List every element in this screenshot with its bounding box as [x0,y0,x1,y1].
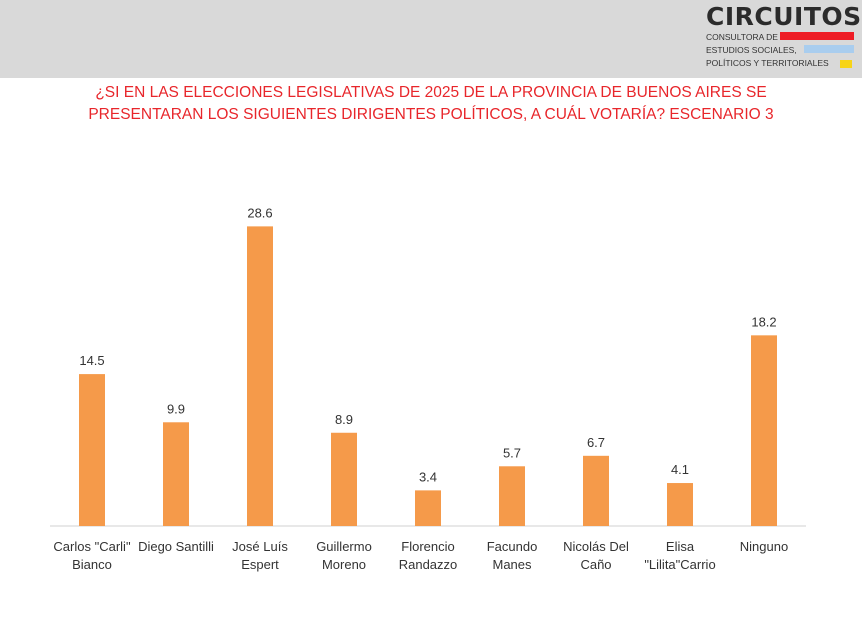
brand-logo: CIRCUITOS CONSULTORA DE ESTUDIOS SOCIALE… [706,2,861,72]
data-label-3: 8.9 [335,412,353,427]
data-label-1: 9.9 [167,401,185,416]
bar-4 [415,490,441,526]
bar-5 [499,466,525,526]
chart-title: ¿SI EN LAS ELECCIONES LEGISLATIVAS DE 20… [0,82,862,126]
data-label-7: 4.1 [671,462,689,477]
category-label-2-0: José Luís [232,539,288,554]
category-label-5-0: Facundo [487,539,538,554]
category-label-4-0: Florencio [401,539,454,554]
category-label-6-1: Caño [580,557,611,572]
brand-line-1: CONSULTORA DE [706,32,778,42]
data-label-4: 3.4 [419,469,437,484]
category-label-1-0: Diego Santilli [138,539,214,554]
data-label-8: 18.2 [751,314,776,329]
bar-6 [583,455,609,526]
category-label-7-0: Elisa [666,539,695,554]
header-band [0,0,862,78]
chart-title-line-2: PRESENTARAN LOS SIGUIENTES DIRIGENTES PO… [88,106,774,123]
bar-8 [751,335,777,526]
brand-line-3: POLÍTICOS Y TERRITORIALES [706,58,829,68]
category-label-5-1: Manes [492,557,532,572]
category-label-4-1: Randazzo [399,557,458,572]
brand-red-bar [780,32,854,40]
bar-2 [247,226,273,526]
bar-0 [79,374,105,526]
category-label-6-0: Nicolás Del [563,539,629,554]
data-label-5: 5.7 [503,445,521,460]
category-label-7-1: "Lilita"Carrio [644,557,715,572]
bar-3 [331,432,357,526]
brand-blue-bar [804,45,854,53]
category-label-8-0: Ninguno [740,539,788,554]
category-label-0-0: Carlos "Carli" [53,539,131,554]
data-label-0: 14.5 [79,353,104,368]
category-label-3-0: Guillermo [316,539,372,554]
brand-name: CIRCUITOS [706,2,862,31]
data-label-6: 6.7 [587,435,605,450]
category-label-2-1: Espert [241,557,279,572]
category-label-3-1: Moreno [322,557,366,572]
bar-1 [163,422,189,526]
brand-yellow-bar [840,60,852,68]
brand-line-2: ESTUDIOS SOCIALES, [706,45,797,55]
chart-title-line-1: ¿SI EN LAS ELECCIONES LEGISLATIVAS DE 20… [95,84,767,101]
category-label-0-1: Bianco [72,557,112,572]
bar-7 [667,483,693,526]
data-label-2: 28.6 [247,205,272,220]
